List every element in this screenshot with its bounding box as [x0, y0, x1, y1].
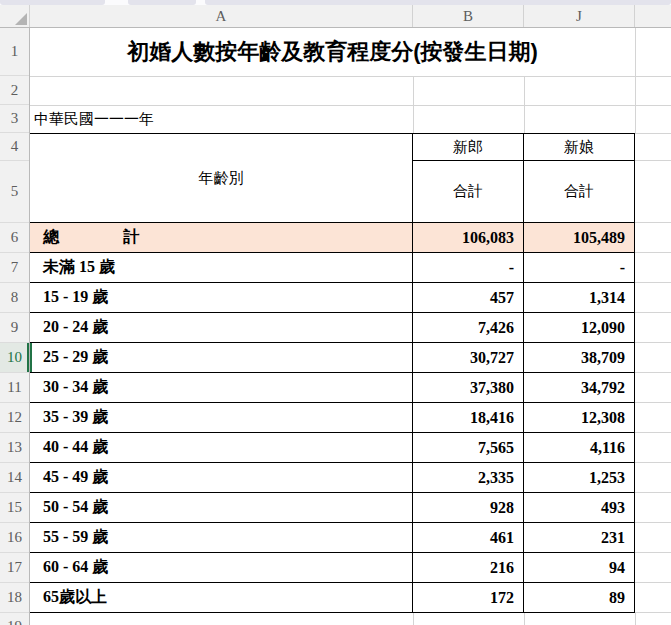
- table-row: 20 - 24 歲 7,426 12,090: [30, 313, 635, 343]
- groom-value-cell[interactable]: 2,335: [413, 463, 524, 492]
- gridline-column: [635, 252, 671, 613]
- gridline: [30, 76, 671, 77]
- gridline: [635, 613, 636, 625]
- bride-value-cell[interactable]: 231: [524, 523, 635, 552]
- table-row: 50 - 54 歲 928 493: [30, 493, 635, 523]
- bride-value-cell[interactable]: 94: [524, 553, 635, 582]
- groom-value-cell[interactable]: 18,416: [413, 403, 524, 432]
- groom-value-cell[interactable]: 216: [413, 553, 524, 582]
- page-title[interactable]: 初婚人數按年齡及教育程度分(按發生日期): [30, 28, 635, 76]
- total-groom-cell[interactable]: 106,083: [413, 223, 524, 252]
- table-header: 年齡別 新郎 新娘 合計 合計: [30, 134, 635, 223]
- table-row: 60 - 64 歲 216 94: [30, 553, 635, 583]
- row-header[interactable]: 4: [0, 133, 29, 161]
- age-label-cell[interactable]: 25 - 29 歲: [30, 343, 413, 372]
- groom-value-cell[interactable]: 172: [413, 583, 524, 612]
- select-all-corner[interactable]: [0, 5, 30, 27]
- column-header-strip: A B J: [0, 5, 671, 28]
- groom-value-cell[interactable]: 457: [413, 283, 524, 312]
- row-header[interactable]: 9: [0, 313, 29, 343]
- row-header[interactable]: 13: [0, 433, 29, 463]
- age-label-cell[interactable]: 60 - 64 歲: [30, 553, 413, 582]
- table-row: 25 - 29 歲 30,727 38,709: [30, 343, 635, 373]
- age-label-cell[interactable]: 45 - 49 歲: [30, 463, 413, 492]
- groom-value-cell[interactable]: 37,380: [413, 373, 524, 402]
- row-header[interactable]: 2: [0, 76, 29, 105]
- total-label-cell[interactable]: 總 計: [30, 223, 413, 252]
- column-header-a[interactable]: A: [30, 5, 413, 27]
- groom-value-cell[interactable]: -: [413, 253, 524, 282]
- age-label-cell[interactable]: 55 - 59 歲: [30, 523, 413, 552]
- age-label-cell[interactable]: 35 - 39 歲: [30, 403, 413, 432]
- sheet-grid: 初婚人數按年齡及教育程度分(按發生日期) 中華民國一一一年 年齡別 新郎 新娘 …: [30, 28, 671, 625]
- row-header[interactable]: 7: [0, 253, 29, 283]
- table-row: 55 - 59 歲 461 231: [30, 523, 635, 553]
- row-header[interactable]: 1: [0, 28, 29, 76]
- row-header[interactable]: 18: [0, 583, 29, 613]
- row-header-gutter: 1 2 3 4 5 6 7 8 9 10 11 12 13 14 15 16 1…: [0, 28, 30, 625]
- gridline: [635, 222, 671, 223]
- groom-value-cell[interactable]: 461: [413, 523, 524, 552]
- gridline: [413, 613, 414, 625]
- gridline: [524, 613, 525, 625]
- row-header[interactable]: 10: [0, 343, 29, 373]
- age-group-header[interactable]: 年齡別: [30, 134, 413, 222]
- age-label-cell[interactable]: 40 - 44 歲: [30, 433, 413, 462]
- gridline: [635, 160, 671, 161]
- spreadsheet-window: A B J 1 2 3 4 5 6 7 8 9 10 11 12 13 14 1…: [0, 0, 671, 625]
- table-row: 45 - 49 歲 2,335 1,253: [30, 463, 635, 493]
- row-header[interactable]: 11: [0, 373, 29, 403]
- bride-value-cell[interactable]: 38,709: [524, 343, 635, 372]
- groom-subtotal-header[interactable]: 合計: [413, 161, 524, 222]
- bride-header[interactable]: 新娘: [524, 134, 635, 161]
- table-row: 65歲以上 172 89: [30, 583, 635, 613]
- gridline: [635, 133, 671, 134]
- total-row: 總 計 106,083 105,489: [30, 223, 635, 253]
- row-header[interactable]: 12: [0, 403, 29, 433]
- table-row: 15 - 19 歲 457 1,314: [30, 283, 635, 313]
- age-label-cell[interactable]: 未滿 15 歲: [30, 253, 413, 282]
- groom-value-cell[interactable]: 7,565: [413, 433, 524, 462]
- row-header[interactable]: 14: [0, 463, 29, 493]
- bride-value-cell[interactable]: 89: [524, 583, 635, 612]
- bride-value-cell[interactable]: 12,308: [524, 403, 635, 432]
- age-label-cell[interactable]: 20 - 24 歲: [30, 313, 413, 342]
- row-header[interactable]: 19: [0, 613, 29, 625]
- age-label-cell[interactable]: 15 - 19 歲: [30, 283, 413, 312]
- age-label-cell[interactable]: 30 - 34 歲: [30, 373, 413, 402]
- age-label-cell[interactable]: 65歲以上: [30, 583, 413, 612]
- groom-value-cell[interactable]: 30,727: [413, 343, 524, 372]
- groom-value-cell[interactable]: 7,426: [413, 313, 524, 342]
- era-year-cell[interactable]: 中華民國一一一年: [30, 105, 635, 133]
- bride-value-cell[interactable]: 1,314: [524, 283, 635, 312]
- row-header[interactable]: 3: [0, 105, 29, 133]
- column-header-b[interactable]: B: [413, 5, 524, 27]
- bride-value-cell[interactable]: -: [524, 253, 635, 282]
- table-row: 30 - 34 歲 37,380 34,792: [30, 373, 635, 403]
- row-header[interactable]: 16: [0, 523, 29, 553]
- bride-value-cell[interactable]: 4,116: [524, 433, 635, 462]
- column-header-j[interactable]: J: [524, 5, 635, 27]
- select-all-icon: [15, 13, 27, 25]
- groom-header[interactable]: 新郎: [413, 134, 524, 161]
- table-row: 40 - 44 歲 7,565 4,116: [30, 433, 635, 463]
- bride-value-cell[interactable]: 493: [524, 493, 635, 522]
- statistics-table: 年齡別 新郎 新娘 合計 合計 總 計 106,083 105,489 未滿 1…: [30, 133, 635, 613]
- bride-subtotal-header[interactable]: 合計: [524, 161, 635, 222]
- age-label-cell[interactable]: 50 - 54 歲: [30, 493, 413, 522]
- row-header[interactable]: 5: [0, 161, 29, 223]
- row-header[interactable]: 15: [0, 493, 29, 523]
- bride-value-cell[interactable]: 34,792: [524, 373, 635, 402]
- total-bride-cell[interactable]: 105,489: [524, 223, 635, 252]
- table-row: 未滿 15 歲 - -: [30, 253, 635, 283]
- column-header-next[interactable]: [635, 5, 671, 27]
- bride-value-cell[interactable]: 1,253: [524, 463, 635, 492]
- bride-value-cell[interactable]: 12,090: [524, 313, 635, 342]
- groom-value-cell[interactable]: 928: [413, 493, 524, 522]
- row-header[interactable]: 8: [0, 283, 29, 313]
- row-header[interactable]: 17: [0, 553, 29, 583]
- table-row: 35 - 39 歲 18,416 12,308: [30, 403, 635, 433]
- row-header[interactable]: 6: [0, 223, 29, 253]
- gridline: [635, 28, 636, 133]
